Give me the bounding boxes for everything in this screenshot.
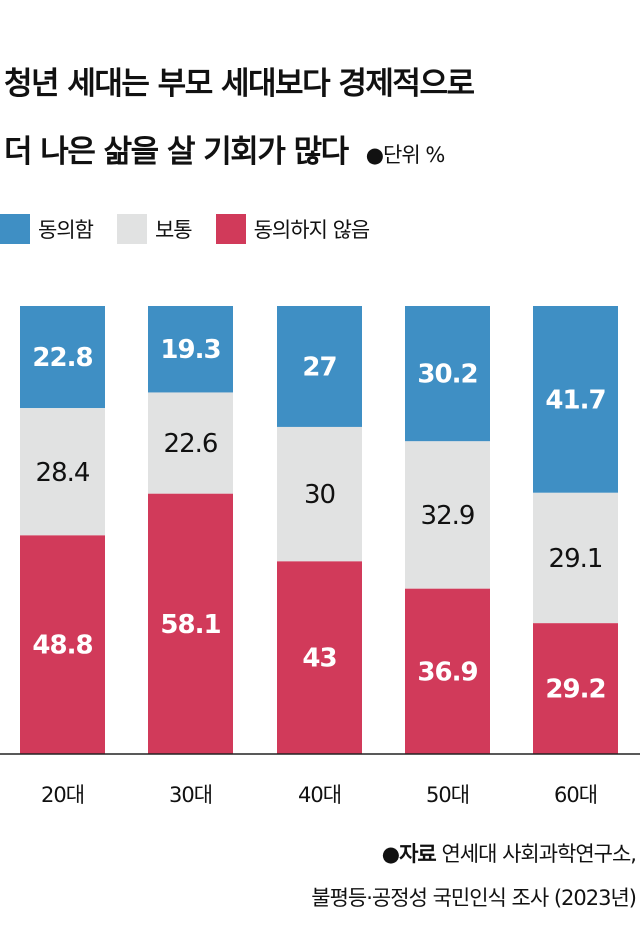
data-label: 41.7 (545, 385, 605, 415)
source-note: ●자료 연세대 사회과학연구소, 불평등·공정성 국민인식 조사 (2023년) (311, 832, 637, 920)
bar-segment (148, 493, 233, 754)
bar-segment (405, 588, 490, 754)
data-label: 28.4 (36, 458, 90, 488)
bar-segment (405, 306, 490, 442)
bar-segment (405, 441, 490, 589)
bar-segment (277, 561, 362, 754)
bar-segment (277, 426, 362, 562)
legend-item-agree: 동의함 (0, 214, 94, 244)
legend-swatch (0, 214, 30, 244)
x-tick-label: 50대 (426, 783, 469, 807)
data-label: 32.9 (421, 501, 475, 531)
legend-swatch (116, 214, 147, 244)
data-label: 30.2 (417, 360, 477, 390)
legend-item-disagree: 동의하지 않음 (215, 214, 371, 244)
x-tick-label: 30대 (169, 783, 212, 807)
x-tick-label: 60대 (554, 783, 597, 807)
bar-segment (20, 535, 105, 754)
chart-title-line2: 더 나은 삶을 살 기회가 많다 ●단위 % (4, 126, 446, 171)
legend-label: 동의하지 않음 (253, 218, 371, 242)
data-label: 30 (304, 480, 335, 510)
data-label: 29.2 (545, 675, 605, 705)
data-label: 27 (302, 352, 336, 382)
bar-segment (20, 306, 105, 409)
legend-item-neutral: 보통 (116, 214, 193, 244)
data-label: 43 (302, 644, 336, 674)
source-label: ●자료 (381, 842, 437, 866)
data-label: 48.8 (32, 631, 92, 661)
source-line1: 연세대 사회과학연구소, (441, 842, 637, 866)
data-label: 19.3 (160, 335, 220, 365)
data-label: 22.6 (164, 429, 218, 459)
chart-title-line1: 청년 세대는 부모 세대보다 경제적으로 (4, 66, 475, 102)
data-label: 29.1 (549, 544, 603, 574)
bar-segment (20, 408, 105, 536)
legend: 동의함 보통 동의하지 않음 (0, 214, 393, 244)
stacked-bar-chart: 22.8 28.4 48.8 20대 19.3 22.6 58.1 30대 27 30 43 40대 3… (0, 306, 640, 807)
data-label: 22.8 (32, 343, 92, 373)
bar-segment (148, 306, 233, 393)
data-label: 58.1 (160, 610, 220, 640)
legend-label: 동의함 (38, 218, 94, 242)
legend-swatch (215, 214, 246, 244)
source-line2: 불평등·공정성 국민인식 조사 (2023년) (311, 886, 637, 910)
chart-title-text: 더 나은 삶을 살 기회가 많다 (4, 134, 349, 170)
bar-segment (533, 492, 618, 624)
data-label: 36.9 (417, 657, 477, 687)
bar-segment (533, 306, 618, 493)
x-tick-label: 20대 (41, 783, 84, 807)
unit-label: ●단위 % (365, 143, 446, 167)
bar-segment (277, 306, 362, 427)
x-tick-label: 40대 (298, 783, 341, 807)
bar-segment (148, 392, 233, 494)
bar-segment (533, 623, 618, 754)
legend-label: 보통 (154, 218, 193, 242)
